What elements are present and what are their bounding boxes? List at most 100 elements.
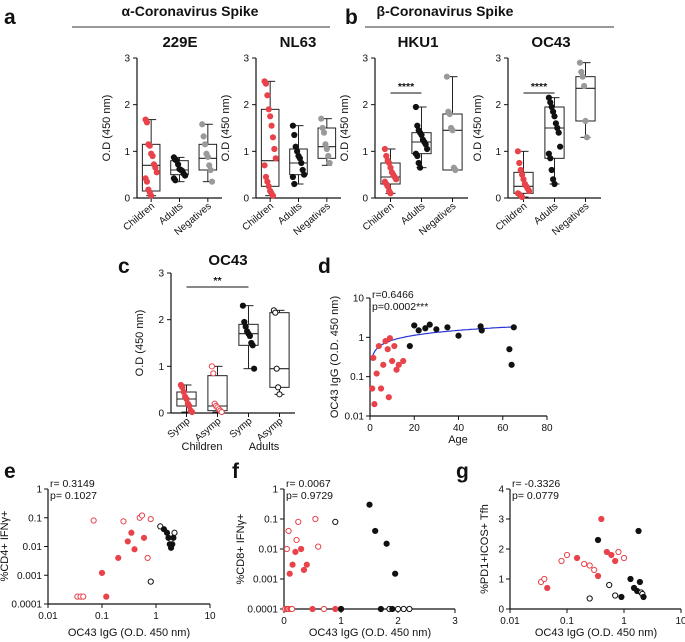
stat-r: r= 0.0067: [286, 478, 331, 490]
data-point: [128, 529, 135, 536]
data-point: [153, 169, 160, 176]
group-label-children: Children: [182, 441, 223, 453]
data-point: [618, 593, 625, 601]
data-point: [548, 166, 555, 174]
data-point: [514, 148, 522, 155]
data-point: [312, 515, 319, 523]
data-point: [138, 512, 146, 519]
box-adults: [289, 122, 308, 188]
y-axis-label: %CD4+ IFNγ+: [0, 511, 11, 582]
box-children: [260, 78, 280, 199]
data-point: [424, 145, 431, 153]
y-tick-label: 3: [495, 54, 501, 65]
data-point: [426, 321, 433, 328]
chart-e: 0.0001 0.001 0.01 0.1 1 0.01 0.1 1 10 %CD4+ IFNγ+…: [0, 478, 216, 639]
panel-letter-f: f: [232, 460, 240, 483]
data-point: [169, 541, 176, 548]
y-tick-label: 0: [495, 194, 501, 205]
data-point: [172, 177, 179, 184]
data-point: [210, 370, 217, 377]
data-point: [300, 566, 308, 574]
data-point: [636, 578, 643, 586]
data-point: [380, 361, 387, 368]
data-point: [318, 115, 325, 122]
x-tick-label: 10: [675, 616, 685, 627]
data-point: [303, 561, 310, 568]
data-point: [449, 127, 456, 134]
y-tick-label: 0.01: [259, 545, 279, 556]
data-point: [519, 193, 526, 201]
data-point: [444, 324, 451, 331]
x-axis-label: OC43 IgG (O.D. 450 nm): [309, 627, 431, 639]
data-point: [385, 394, 392, 401]
data-point: [288, 605, 296, 613]
y-tick-label: 0: [243, 194, 249, 205]
data-point: [332, 605, 339, 613]
data-point: [366, 501, 373, 508]
data-point: [406, 605, 413, 613]
data-point: [289, 122, 296, 129]
data-point: [275, 384, 282, 391]
data-point: [292, 548, 299, 556]
x-tick-label: 0.1: [560, 616, 574, 627]
stat-r: r= -0.3326: [512, 478, 560, 490]
group-title-alpha: α-Coronavirus Spike: [122, 3, 259, 19]
x-tick-label: Children: [240, 201, 276, 233]
data-point: [389, 357, 396, 365]
y-axis-label: O.D (450 nm): [101, 95, 113, 162]
data-point: [386, 335, 394, 342]
data-point: [579, 73, 586, 80]
data-point: [411, 322, 418, 329]
x-tick-label: Children: [361, 201, 397, 233]
panel-letter-c: c: [118, 255, 130, 278]
data-point: [582, 117, 589, 125]
x-tick-label: 10: [204, 611, 216, 622]
y-tick-label: 0.0001: [247, 605, 278, 616]
significance-stars: ****: [398, 81, 415, 93]
y-tick-label: 0: [158, 409, 164, 420]
data-point: [391, 342, 398, 350]
box-negatives: [575, 59, 596, 141]
data-point: [406, 342, 413, 350]
data-point: [98, 569, 106, 577]
data-point: [615, 548, 622, 556]
data-point: [289, 561, 296, 568]
data-point: [586, 595, 593, 602]
data-point: [372, 527, 379, 535]
y-tick-label: 1: [362, 147, 368, 158]
data-point: [594, 536, 602, 544]
y-tick-label: 0.001: [253, 575, 278, 586]
data-point: [207, 166, 214, 174]
stat-r: r=0.6466: [372, 289, 414, 301]
data-point: [239, 302, 246, 309]
data-point: [394, 605, 402, 613]
x-tick-label: 2: [395, 616, 401, 627]
data-point: [80, 593, 87, 600]
y-tick-label: 0.001: [17, 571, 42, 582]
data-point: [384, 346, 391, 353]
y-tick-label: 1: [36, 485, 42, 496]
y-tick-label: 1: [498, 575, 504, 586]
data-point: [320, 129, 328, 136]
data-point: [433, 326, 440, 333]
stat-p: p=0.0002***: [372, 301, 428, 313]
box-children: [513, 148, 534, 201]
significance-stars: ****: [531, 81, 548, 93]
data-point: [576, 59, 584, 66]
x-tick-label: 0: [281, 616, 287, 627]
data-point: [124, 538, 131, 545]
iqr-box: [238, 323, 259, 346]
y-tick-label: 4: [498, 485, 504, 496]
x-tick-label: 1: [153, 611, 159, 622]
data-point: [612, 557, 619, 565]
y-tick-label: 1: [243, 147, 249, 158]
data-point: [516, 159, 523, 167]
data-point: [295, 518, 302, 526]
y-tick-label: 2: [243, 100, 249, 111]
y-axis-label: OC43 IgG (O.D. 450 nm): [329, 296, 341, 418]
data-point: [298, 159, 305, 167]
box-negatives: [317, 115, 337, 167]
data-point: [163, 529, 171, 536]
panel-letter-e: e: [4, 460, 16, 483]
